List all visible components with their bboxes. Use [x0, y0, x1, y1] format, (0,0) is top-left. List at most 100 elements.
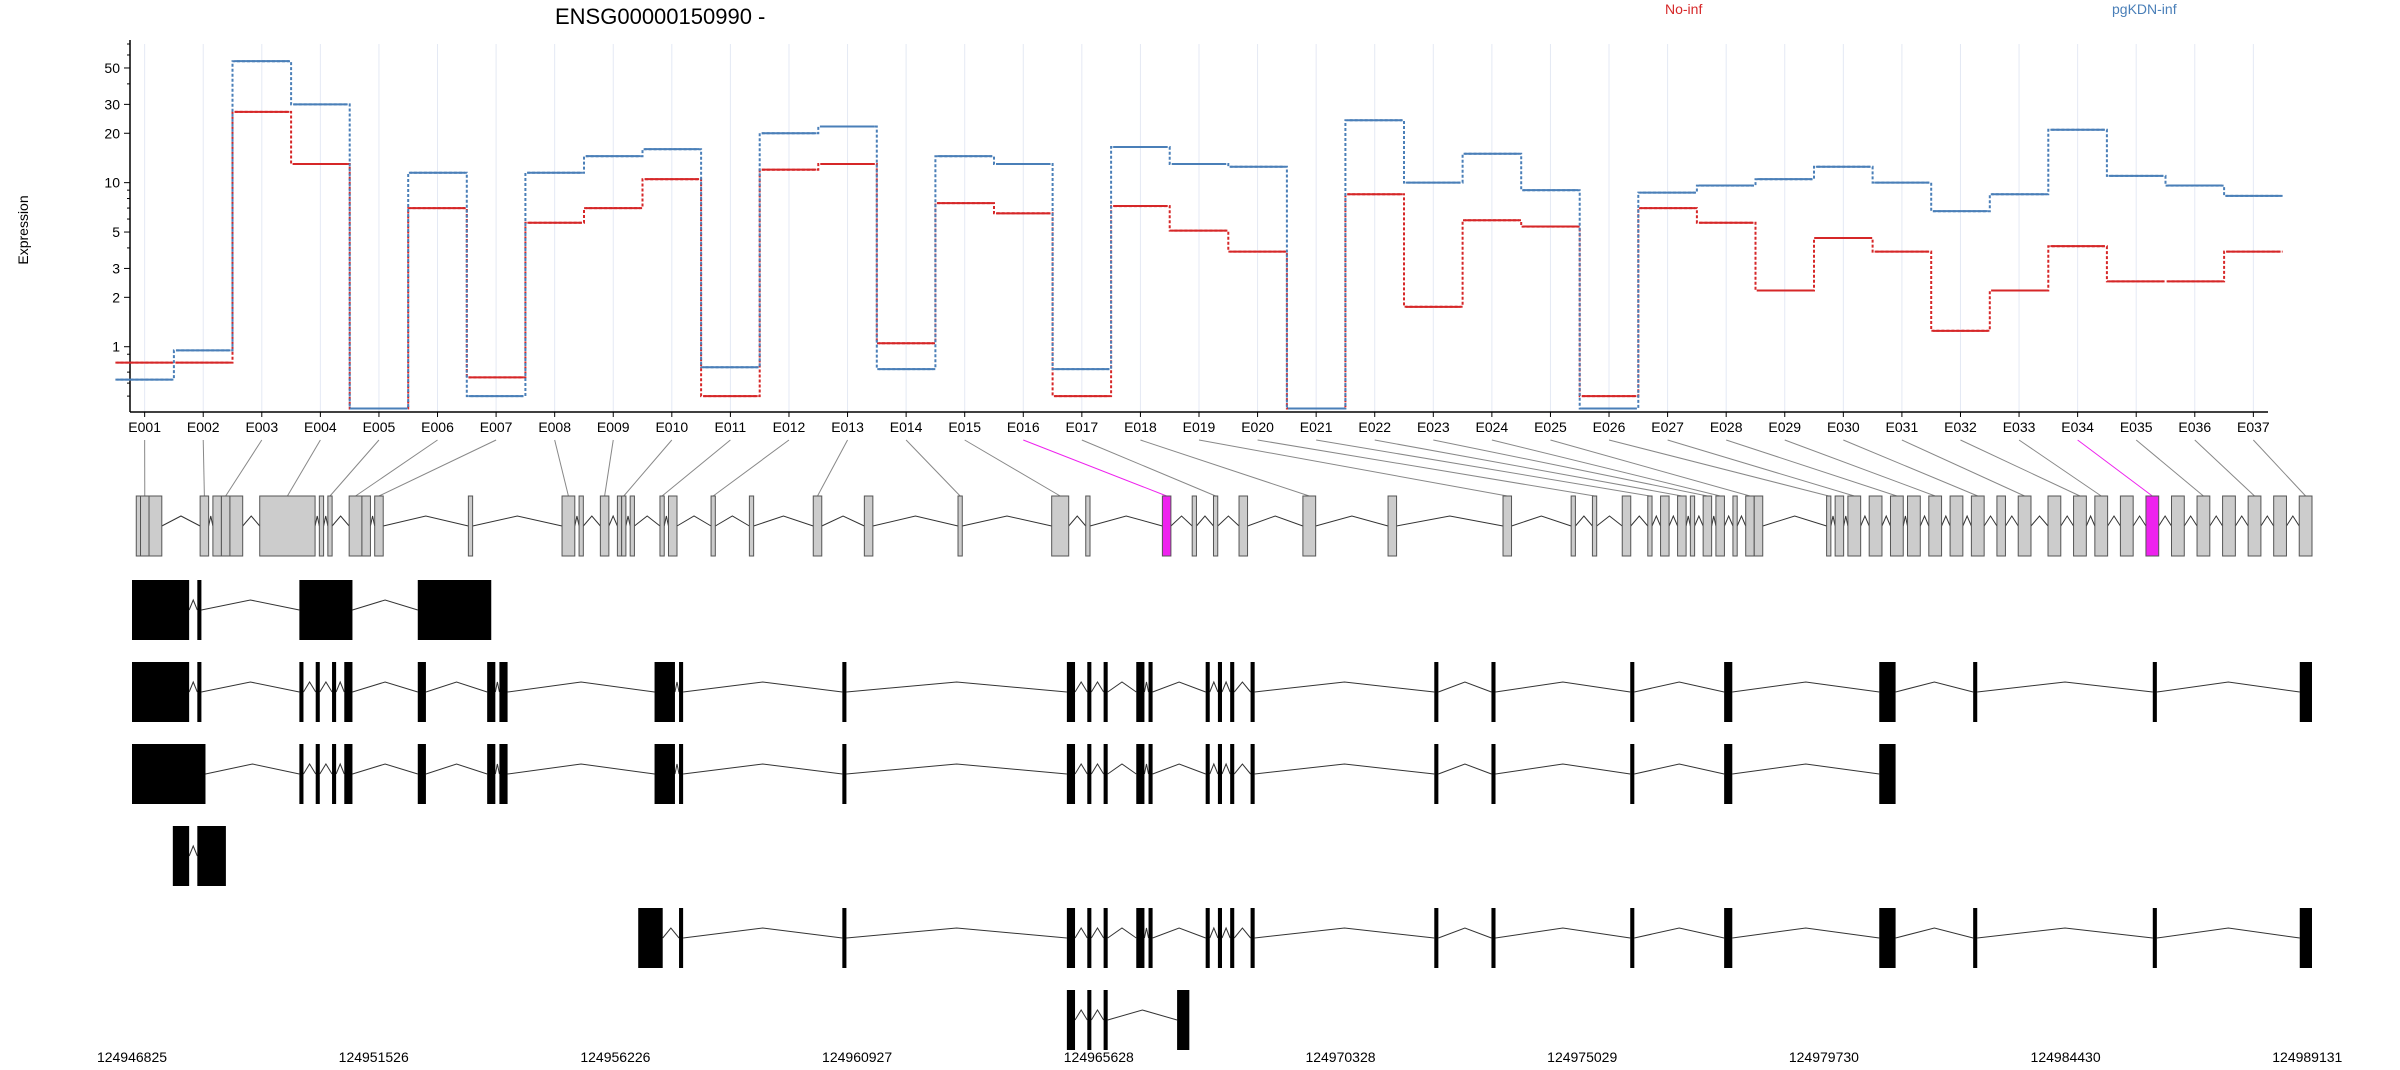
transcript-exon: [1434, 744, 1439, 804]
transcript-exon: [1217, 662, 1222, 722]
transcript-intron: [1254, 763, 1435, 775]
transcript-exon: [499, 662, 508, 722]
transcript-intron: [1209, 680, 1219, 693]
transcript-intron: [674, 763, 680, 775]
transcript-intron: [1977, 927, 2153, 939]
exon-connector: [1374, 439, 1682, 497]
genomic-tick-label: 124956226: [580, 1049, 650, 1065]
genomic-tick-label: 124965628: [1064, 1049, 1134, 1065]
intron: [1983, 515, 1998, 527]
transcript-intron: [335, 762, 345, 775]
transcript-exon: [638, 908, 663, 968]
exon: [467, 495, 474, 557]
transcript-exon: [679, 662, 684, 722]
x-tick-label: E025: [1534, 419, 1567, 435]
exon: [748, 495, 755, 557]
exon-connector: [604, 439, 614, 497]
transcript-intron: [1107, 927, 1137, 939]
transcript-exon: [487, 744, 496, 804]
exon: [361, 495, 371, 557]
intron: [625, 515, 631, 527]
exon: [1996, 495, 2006, 557]
intron: [1902, 515, 1908, 527]
transcript: [132, 580, 492, 640]
transcript-exon: [1434, 908, 1439, 968]
intron: [1860, 514, 1870, 527]
transcript-exon: [332, 662, 337, 722]
transcript-intron: [507, 681, 655, 693]
genomic-tick-label: 124984430: [2031, 1049, 2101, 1065]
exon: [812, 495, 823, 557]
transcript-exon: [1103, 662, 1108, 722]
transcript-intron: [1634, 681, 1725, 693]
legend-entry-no-inf: No-inf: [1665, 1, 1702, 17]
exon: [578, 495, 584, 557]
transcript-exon: [1217, 744, 1222, 804]
exon-connector: [1960, 439, 2081, 497]
y-axis-label: Expression: [15, 195, 31, 264]
genomic-coordinate-axis: 124946825 124951526 124956226 124960927 1249…: [97, 1049, 2343, 1065]
transcript-intron: [1152, 681, 1206, 693]
exon: [659, 495, 665, 557]
exon: [1889, 495, 1904, 557]
transcript-exon: [654, 744, 675, 804]
transcript-exon: [1205, 908, 1210, 968]
intron: [323, 515, 329, 527]
genomic-tick-label: 124951526: [339, 1049, 409, 1065]
transcript-intron: [1074, 681, 1088, 693]
x-tick-label: E019: [1183, 419, 1216, 435]
transcript-intron: [205, 763, 300, 775]
transcript-exon: [1879, 908, 1896, 968]
genomic-tick-label: 124960927: [822, 1049, 892, 1065]
transcript-intron: [1107, 681, 1137, 693]
transcript-intron: [1074, 1009, 1088, 1021]
transcript-intron: [846, 681, 1067, 693]
transcript-intron: [662, 927, 680, 939]
intron: [663, 515, 669, 527]
x-tick-label: E032: [1944, 419, 1977, 435]
intron: [872, 515, 959, 527]
transcript-exon: [1066, 990, 1076, 1050]
transcript-intron: [1254, 927, 1435, 939]
intron: [1217, 515, 1240, 527]
x-tick-label: E028: [1710, 419, 1743, 435]
transcript-intron: [188, 680, 198, 693]
transcript-intron: [1495, 927, 1631, 939]
y-tick-label: 1: [112, 339, 120, 355]
exon: [957, 495, 963, 557]
transcript-intron: [507, 763, 655, 775]
transcript-exon: [1724, 744, 1733, 804]
exon: [2145, 495, 2160, 557]
transcript-intron: [352, 681, 418, 693]
exon: [1647, 495, 1653, 557]
exon-connector: [1198, 439, 1508, 497]
transcript-exon: [1148, 908, 1153, 968]
exon: [2298, 495, 2313, 557]
exon: [1753, 495, 1764, 557]
exon: [1621, 495, 1632, 557]
exon: [148, 495, 163, 557]
transcript-exon: [1066, 744, 1076, 804]
exon: [259, 495, 316, 557]
exon-connector: [1023, 439, 1167, 497]
transcript-exon: [132, 662, 190, 722]
intron: [2060, 515, 2074, 527]
x-tick-label: E022: [1358, 419, 1391, 435]
intron: [2260, 515, 2275, 527]
transcript-exon: [417, 744, 426, 804]
exon: [1847, 495, 1862, 557]
transcript-intron: [303, 681, 317, 693]
intron: [1630, 515, 1649, 527]
transcript-exon: [1136, 744, 1145, 804]
transcript-exon: [299, 744, 304, 804]
transcript-intron: [1233, 927, 1251, 939]
gene-model: [135, 495, 2313, 557]
exon-connector: [1901, 439, 2025, 497]
intron: [634, 515, 661, 527]
transcript-exon: [132, 580, 190, 640]
transcript-intron: [335, 680, 345, 693]
transcript-intron: [1221, 926, 1231, 939]
transcript-intron: [201, 681, 300, 693]
exon: [135, 495, 142, 557]
exon: [667, 495, 678, 557]
